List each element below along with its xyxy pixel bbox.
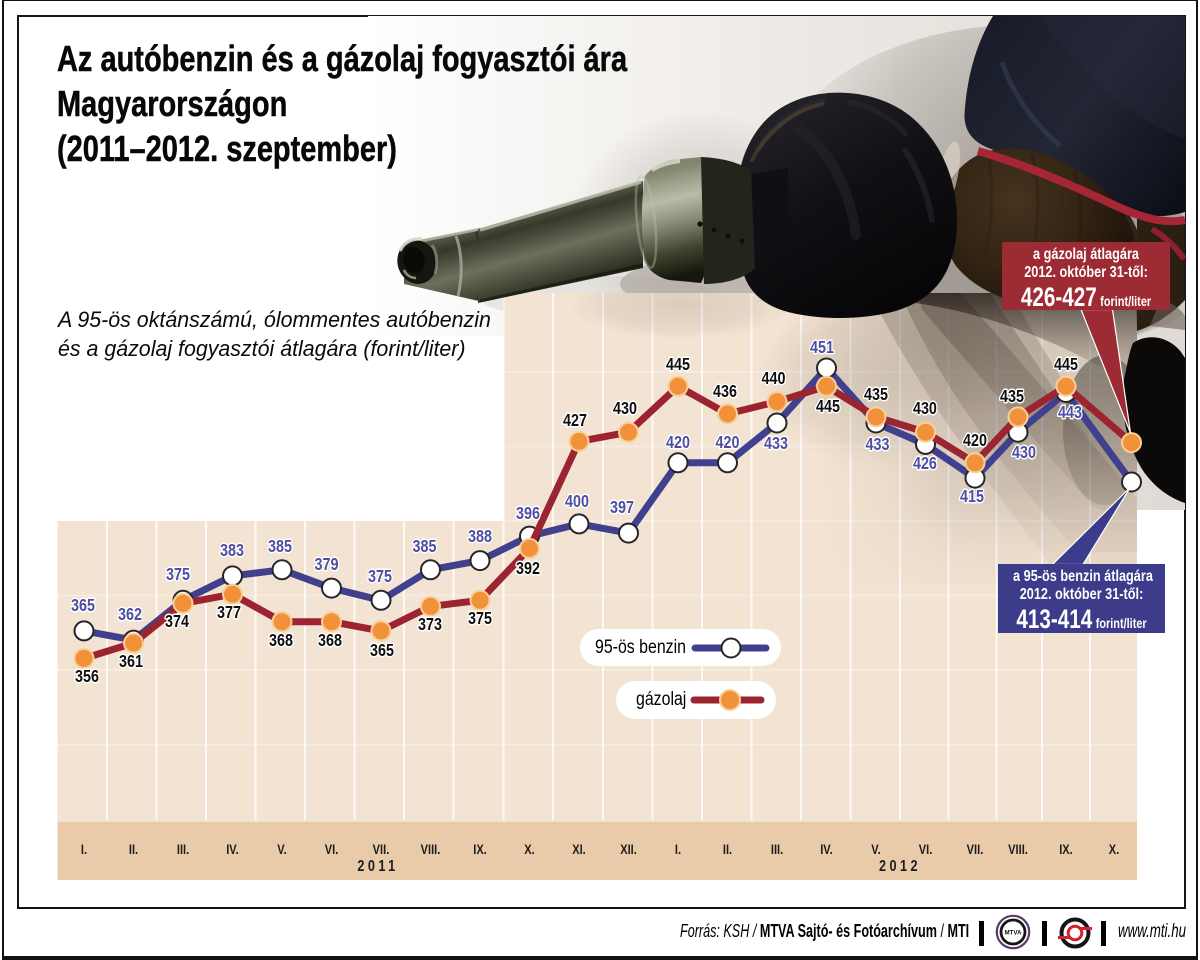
svg-text:IX.: IX. [1059,842,1073,857]
svg-text:362: 362 [118,606,142,625]
svg-text:VIII.: VIII. [1008,842,1028,857]
svg-text:426: 426 [913,455,937,474]
svg-text:377: 377 [217,604,241,623]
svg-text:XI.: XI. [572,842,586,857]
svg-text:445: 445 [666,356,690,375]
svg-text:427: 427 [563,412,587,431]
svg-text:2011: 2011 [357,858,398,875]
svg-text:400: 400 [565,493,589,512]
svg-text:V.: V. [871,842,880,857]
svg-text:VII.: VII. [967,842,984,857]
svg-text:VIII.: VIII. [421,842,441,857]
svg-text:451: 451 [810,339,834,358]
svg-text:375: 375 [166,566,190,585]
svg-text:365: 365 [71,597,95,616]
svg-text:385: 385 [413,538,437,557]
svg-text:368: 368 [269,632,293,651]
svg-text:X.: X. [1109,842,1119,857]
svg-text:IV.: IV. [226,842,239,857]
svg-text:VI.: VI. [325,842,339,857]
svg-text:415: 415 [960,488,984,507]
svg-text:436: 436 [713,383,737,402]
svg-text:430: 430 [613,400,637,419]
svg-text:379: 379 [315,556,339,575]
svg-text:361: 361 [119,653,143,672]
svg-text:440: 440 [762,370,786,389]
svg-text:445: 445 [816,398,840,417]
svg-text:368: 368 [318,632,342,651]
svg-text:373: 373 [418,616,442,635]
svg-text:435: 435 [864,386,888,405]
svg-text:433: 433 [764,435,788,454]
svg-text:435: 435 [1000,388,1024,407]
svg-text:397: 397 [610,499,634,518]
svg-text:430: 430 [913,400,937,419]
svg-text:388: 388 [468,528,492,547]
svg-text:375: 375 [368,568,392,587]
svg-text:420: 420 [666,434,690,453]
svg-text:385: 385 [268,538,292,557]
svg-text:V.: V. [277,842,286,857]
svg-text:IX.: IX. [473,842,487,857]
svg-text:II.: II. [723,842,732,857]
svg-text:X.: X. [524,842,534,857]
svg-text:383: 383 [220,542,244,561]
svg-text:420: 420 [963,432,987,451]
svg-text:365: 365 [370,642,394,661]
svg-text:XII.: XII. [620,842,637,857]
svg-text:2012: 2012 [879,858,921,875]
svg-text:III.: III. [771,842,783,857]
svg-text:443: 443 [1058,404,1082,423]
svg-text:II.: II. [129,842,138,857]
svg-text:VII.: VII. [373,842,390,857]
svg-text:I.: I. [81,842,87,857]
svg-text:392: 392 [516,560,540,579]
svg-text:420: 420 [716,434,740,453]
svg-text:375: 375 [468,610,492,629]
svg-text:VI.: VI. [919,842,933,857]
svg-text:356: 356 [75,668,99,687]
svg-text:433: 433 [866,436,890,455]
svg-text:374: 374 [165,613,189,632]
svg-text:445: 445 [1054,356,1078,375]
svg-text:III.: III. [177,842,189,857]
svg-text:430: 430 [1012,444,1036,463]
svg-text:IV.: IV. [820,842,833,857]
svg-text:396: 396 [516,505,540,524]
svg-text:I.: I. [675,842,681,857]
svg-text:MTVA: MTVA [1004,929,1022,936]
